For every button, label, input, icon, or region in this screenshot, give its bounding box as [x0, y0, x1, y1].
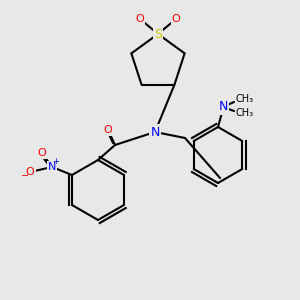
Text: O: O — [38, 148, 46, 158]
Text: S: S — [154, 28, 162, 40]
Text: CH₃: CH₃ — [236, 94, 254, 104]
Text: O: O — [103, 125, 112, 135]
Text: O: O — [26, 167, 34, 177]
Text: O: O — [172, 14, 180, 24]
Text: N: N — [48, 162, 56, 172]
Text: N: N — [150, 125, 160, 139]
Text: CH₃: CH₃ — [236, 108, 254, 118]
Text: +: + — [52, 158, 59, 166]
Text: −: − — [21, 171, 29, 181]
Text: O: O — [136, 14, 144, 24]
Text: N: N — [218, 100, 228, 113]
